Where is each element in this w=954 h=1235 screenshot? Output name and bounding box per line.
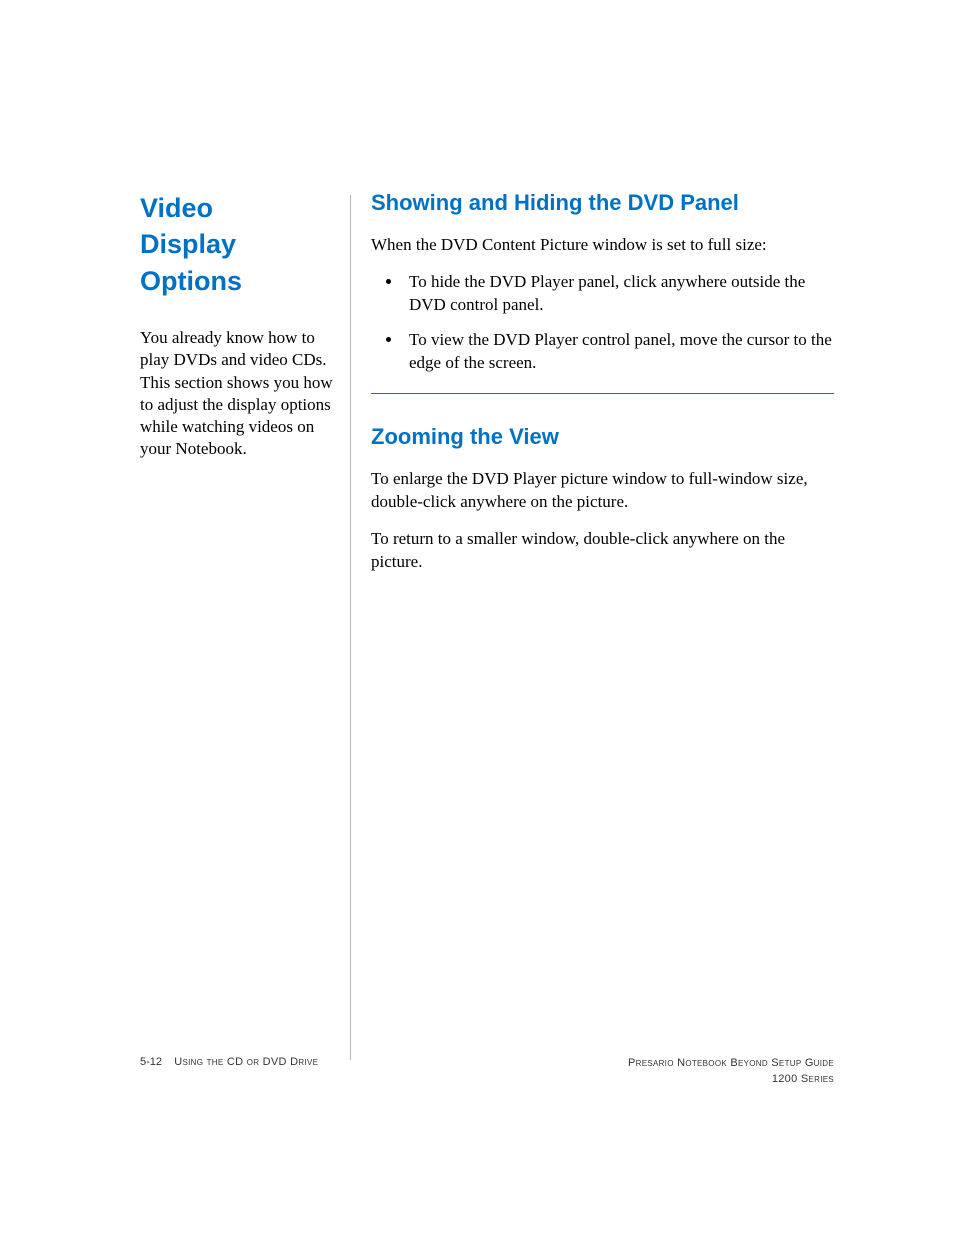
section2-para1: To enlarge the DVD Player picture window… bbox=[371, 468, 834, 514]
horizontal-rule bbox=[371, 393, 834, 394]
section2-heading: Zooming the View bbox=[371, 424, 834, 450]
sidebar-intro: You already know how to play DVDs and vi… bbox=[140, 327, 334, 460]
list-item: To view the DVD Player control panel, mo… bbox=[403, 329, 834, 375]
list-item: To hide the DVD Player panel, click anyw… bbox=[403, 271, 834, 317]
main-column: Showing and Hiding the DVD Panel When th… bbox=[351, 190, 834, 1060]
content-columns: Video Display Options You already know h… bbox=[140, 190, 834, 1060]
sidebar-column: Video Display Options You already know h… bbox=[140, 190, 350, 1060]
section-title-line1: Video bbox=[140, 193, 213, 223]
footer-right: Presario Notebook Beyond Setup Guide 120… bbox=[628, 1056, 834, 1087]
document-page: Video Display Options You already know h… bbox=[0, 0, 954, 1235]
section1-intro: When the DVD Content Picture window is s… bbox=[371, 234, 834, 257]
footer-left: 5-12 Using the CD or DVD Drive bbox=[140, 1056, 318, 1068]
footer-right-line2: 1200 Series bbox=[772, 1073, 834, 1085]
section1-bullets: To hide the DVD Player panel, click anyw… bbox=[371, 271, 834, 375]
footer-left-text: Using the CD or DVD Drive bbox=[174, 1056, 318, 1068]
page-footer: 5-12 Using the CD or DVD Drive Presario … bbox=[140, 1056, 834, 1087]
section-title: Video Display Options bbox=[140, 190, 334, 299]
section1-heading: Showing and Hiding the DVD Panel bbox=[371, 190, 834, 216]
page-number: 5-12 bbox=[140, 1056, 162, 1068]
footer-right-line1: Presario Notebook Beyond Setup Guide bbox=[628, 1057, 834, 1069]
section2-para2: To return to a smaller window, double-cl… bbox=[371, 528, 834, 574]
section-title-line2: Display Options bbox=[140, 229, 242, 295]
